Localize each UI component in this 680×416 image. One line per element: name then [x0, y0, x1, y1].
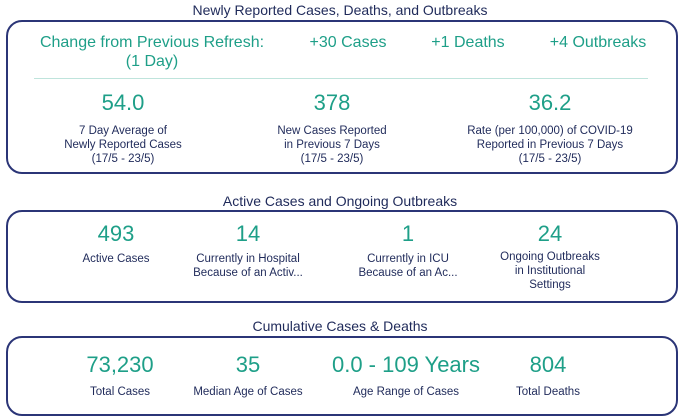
active-cases-panel: 493 Active Cases 14 Currently in Hospita…	[6, 210, 678, 303]
age-range-label: Age Range of Cases	[352, 386, 460, 398]
cases-change: +30 Cases	[309, 34, 387, 51]
active-cases-title: Active Cases and Ongoing Outbreaks	[222, 193, 458, 209]
total-cases-value: 73,230	[86, 352, 154, 377]
cumulative-title: Cumulative Cases & Deaths	[252, 318, 428, 334]
icu-value: 1	[401, 221, 415, 246]
rate-per-100k-value: 36.2	[528, 90, 572, 115]
active-cases-label: Active Cases	[82, 253, 150, 265]
hospital-label: Currently in Hospital Because of an Acti…	[193, 253, 303, 279]
seven-day-average-value: 54.0	[101, 90, 145, 115]
active-cases-value: 493	[97, 221, 135, 246]
newly-reported-panel: Change from Previous Refresh: (1 Day) +3…	[6, 20, 678, 174]
hospital-value: 14	[235, 221, 261, 246]
ongoing-outbreaks-label: Ongoing Outbreaks in Institutional Setti…	[500, 251, 600, 291]
total-deaths-label: Total Deaths	[516, 386, 580, 398]
total-deaths-value: 804	[529, 352, 567, 377]
median-age-label: Median Age of Cases	[193, 386, 303, 398]
age-range-value: 0.0 - 109 Years	[331, 352, 480, 377]
ongoing-outbreaks-value: 24	[537, 221, 563, 246]
change-period: (1 Day)	[125, 53, 179, 70]
deaths-change: +1 Deaths	[431, 34, 505, 51]
change-label: Change from Previous Refresh:	[39, 34, 265, 51]
median-age-value: 35	[235, 352, 261, 377]
newly-reported-title: Newly Reported Cases, Deaths, and Outbre…	[192, 2, 488, 18]
cumulative-panel: 73,230 Total Cases 35 Median Age of Case…	[6, 336, 678, 416]
rate-per-100k-label: Rate (per 100,000) of COVID-19 Reported …	[467, 125, 633, 165]
outbreaks-change: +4 Outbreaks	[549, 34, 647, 51]
header-divider	[34, 78, 648, 79]
seven-day-average-label: 7 Day Average of Newly Reported Cases (1…	[64, 125, 182, 165]
new-cases-7-days-value: 378	[313, 90, 351, 115]
total-cases-label: Total Cases	[89, 386, 151, 398]
icu-label: Currently in ICU Because of an Ac...	[358, 253, 458, 279]
new-cases-7-days-label: New Cases Reported in Previous 7 Days (1…	[277, 125, 387, 165]
